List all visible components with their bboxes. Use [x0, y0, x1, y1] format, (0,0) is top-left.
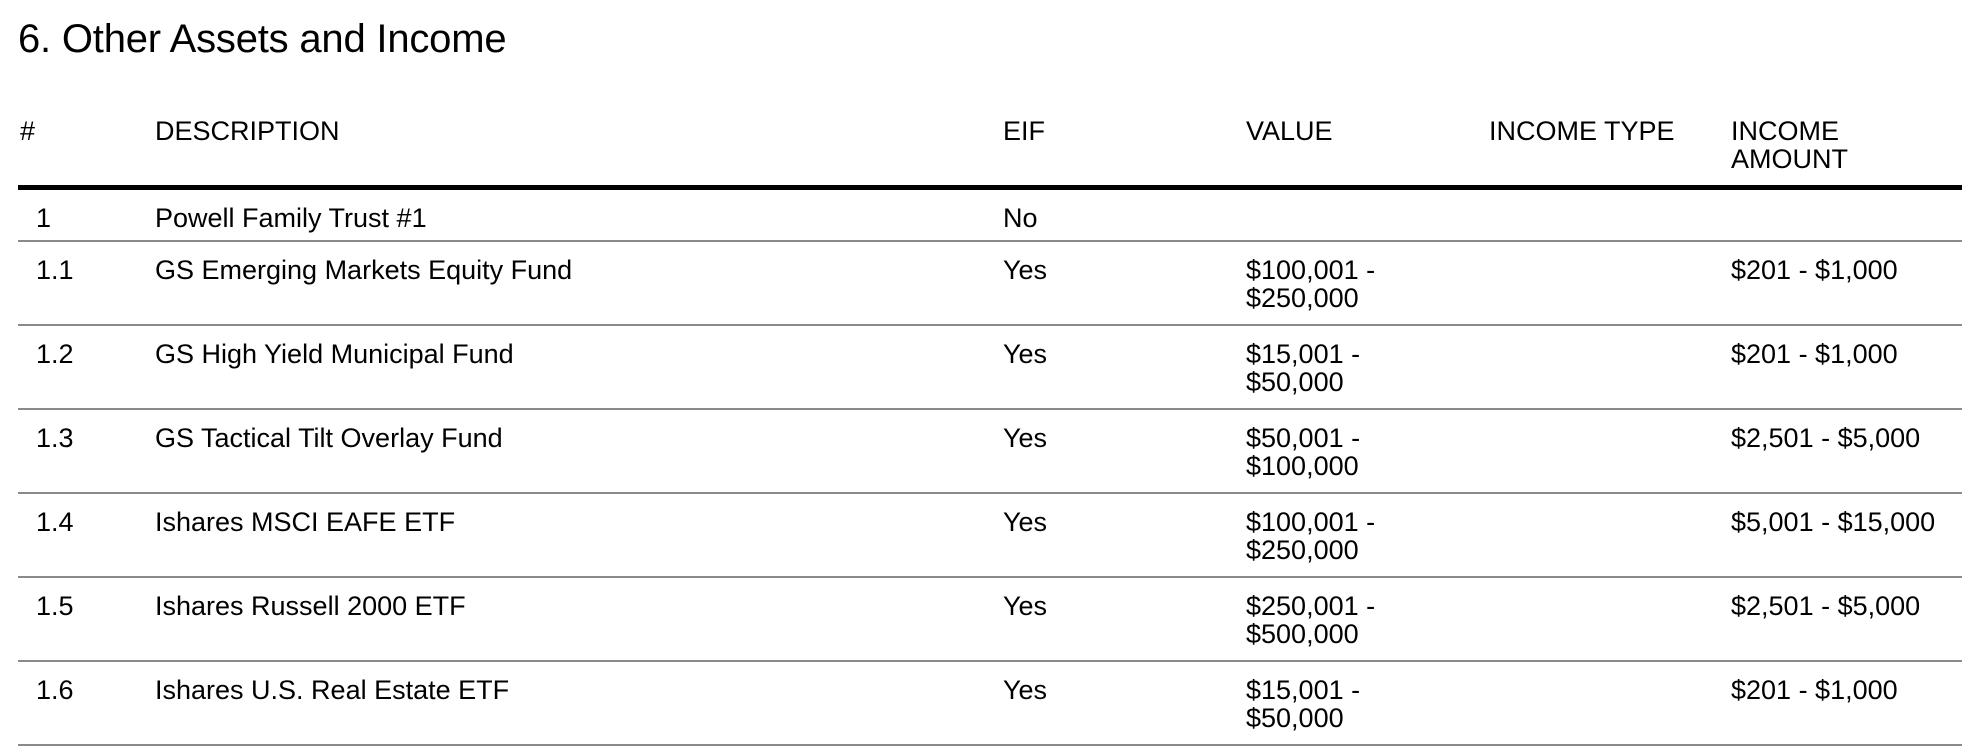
cell-income-amount: $201 - $1,000 [1731, 325, 1962, 410]
cell-num: 1.1 [18, 241, 155, 326]
cell-value: $250,001 - $500,000 [1246, 577, 1489, 662]
header-eif: EIF [1003, 117, 1246, 190]
cell-eif: No [1003, 187, 1246, 242]
cell-income-amount: $2,501 - $5,000 [1731, 409, 1962, 494]
cell-description: GS Emerging Markets Equity Fund [155, 241, 1003, 326]
page: 6. Other Assets and Income # DESCRIPTION… [18, 0, 1962, 746]
assets-table: # DESCRIPTION EIF VALUE INCOME TYPE INCO… [18, 117, 1962, 746]
header-income-type: INCOME TYPE [1489, 117, 1731, 190]
cell-value-line1: $100,001 - [1246, 507, 1376, 537]
cell-income-type [1489, 661, 1731, 746]
cell-value: $100,001 - $250,000 [1246, 241, 1489, 326]
cell-num: 1.3 [18, 409, 155, 494]
header-row: # DESCRIPTION EIF VALUE INCOME TYPE INCO… [18, 116, 1962, 190]
cell-num: 1.5 [18, 577, 155, 662]
cell-eif: Yes [1003, 409, 1246, 494]
cell-value: $15,001 - $50,000 [1246, 661, 1489, 746]
cell-num: 1.4 [18, 493, 155, 578]
cell-description: Ishares Russell 2000 ETF [155, 577, 1003, 662]
cell-income-amount [1731, 187, 1962, 242]
cell-income-type [1489, 241, 1731, 326]
cell-num: 1 [18, 187, 155, 242]
cell-num: 1.2 [18, 325, 155, 410]
table-row: 1.6 Ishares U.S. Real Estate ETF Yes $15… [18, 661, 1962, 746]
section-title: 6. Other Assets and Income [18, 17, 507, 61]
cell-description: Powell Family Trust #1 [155, 187, 1003, 242]
cell-value-line2: $250,000 [1246, 283, 1359, 313]
cell-value-line2: $250,000 [1246, 535, 1359, 565]
header-description: DESCRIPTION [155, 117, 1003, 190]
cell-income-amount: $5,001 - $15,000 [1731, 493, 1962, 578]
cell-description: GS High Yield Municipal Fund [155, 325, 1003, 410]
cell-num: 1.6 [18, 661, 155, 746]
cell-income-type [1489, 187, 1731, 242]
header-value: VALUE [1246, 117, 1489, 190]
cell-income-amount: $201 - $1,000 [1731, 241, 1962, 326]
cell-value-line2: $500,000 [1246, 619, 1359, 649]
cell-income-type [1489, 325, 1731, 410]
table-header: # DESCRIPTION EIF VALUE INCOME TYPE INCO… [18, 116, 1962, 190]
table-row: 1.4 Ishares MSCI EAFE ETF Yes $100,001 -… [18, 493, 1962, 578]
header-income-amount: INCOME AMOUNT [1731, 116, 1962, 190]
cell-description: Ishares MSCI EAFE ETF [155, 493, 1003, 578]
table-row: 1.5 Ishares Russell 2000 ETF Yes $250,00… [18, 577, 1962, 662]
cell-value-line1: $15,001 - [1246, 675, 1361, 705]
cell-income-type [1489, 493, 1731, 578]
cell-income-amount: $201 - $1,000 [1731, 661, 1962, 746]
cell-value-line1: $250,001 - [1246, 591, 1376, 621]
cell-value-line1: $15,001 - [1246, 339, 1361, 369]
cell-description: GS Tactical Tilt Overlay Fund [155, 409, 1003, 494]
cell-value-line1: $100,001 - [1246, 255, 1376, 285]
cell-value: $50,001 - $100,000 [1246, 409, 1489, 494]
table-row: 1.2 GS High Yield Municipal Fund Yes $15… [18, 325, 1962, 410]
cell-description: Ishares U.S. Real Estate ETF [155, 661, 1003, 746]
header-income-amount-line1: INCOME [1731, 116, 1839, 146]
cell-value: $15,001 - $50,000 [1246, 325, 1489, 410]
header-num: # [18, 117, 155, 190]
cell-value-line1: $50,001 - [1246, 423, 1361, 453]
table-row: 1.3 GS Tactical Tilt Overlay Fund Yes $5… [18, 409, 1962, 494]
cell-eif: Yes [1003, 661, 1246, 746]
cell-value-line2: $50,000 [1246, 703, 1344, 733]
cell-income-type [1489, 577, 1731, 662]
cell-income-type [1489, 409, 1731, 494]
cell-eif: Yes [1003, 493, 1246, 578]
cell-value-line2: $50,000 [1246, 367, 1344, 397]
table-row: 1.1 GS Emerging Markets Equity Fund Yes … [18, 241, 1962, 326]
cell-eif: Yes [1003, 325, 1246, 410]
cell-value: $100,001 - $250,000 [1246, 493, 1489, 578]
cell-value [1246, 187, 1489, 242]
cell-income-amount: $2,501 - $5,000 [1731, 577, 1962, 662]
table-row: 1 Powell Family Trust #1 No [18, 187, 1962, 242]
cell-value-line2: $100,000 [1246, 451, 1359, 481]
header-income-amount-line2: AMOUNT [1731, 144, 1848, 174]
cell-eif: Yes [1003, 241, 1246, 326]
table-body: 1 Powell Family Trust #1 No 1.1 GS Emerg… [18, 187, 1962, 746]
cell-eif: Yes [1003, 577, 1246, 662]
